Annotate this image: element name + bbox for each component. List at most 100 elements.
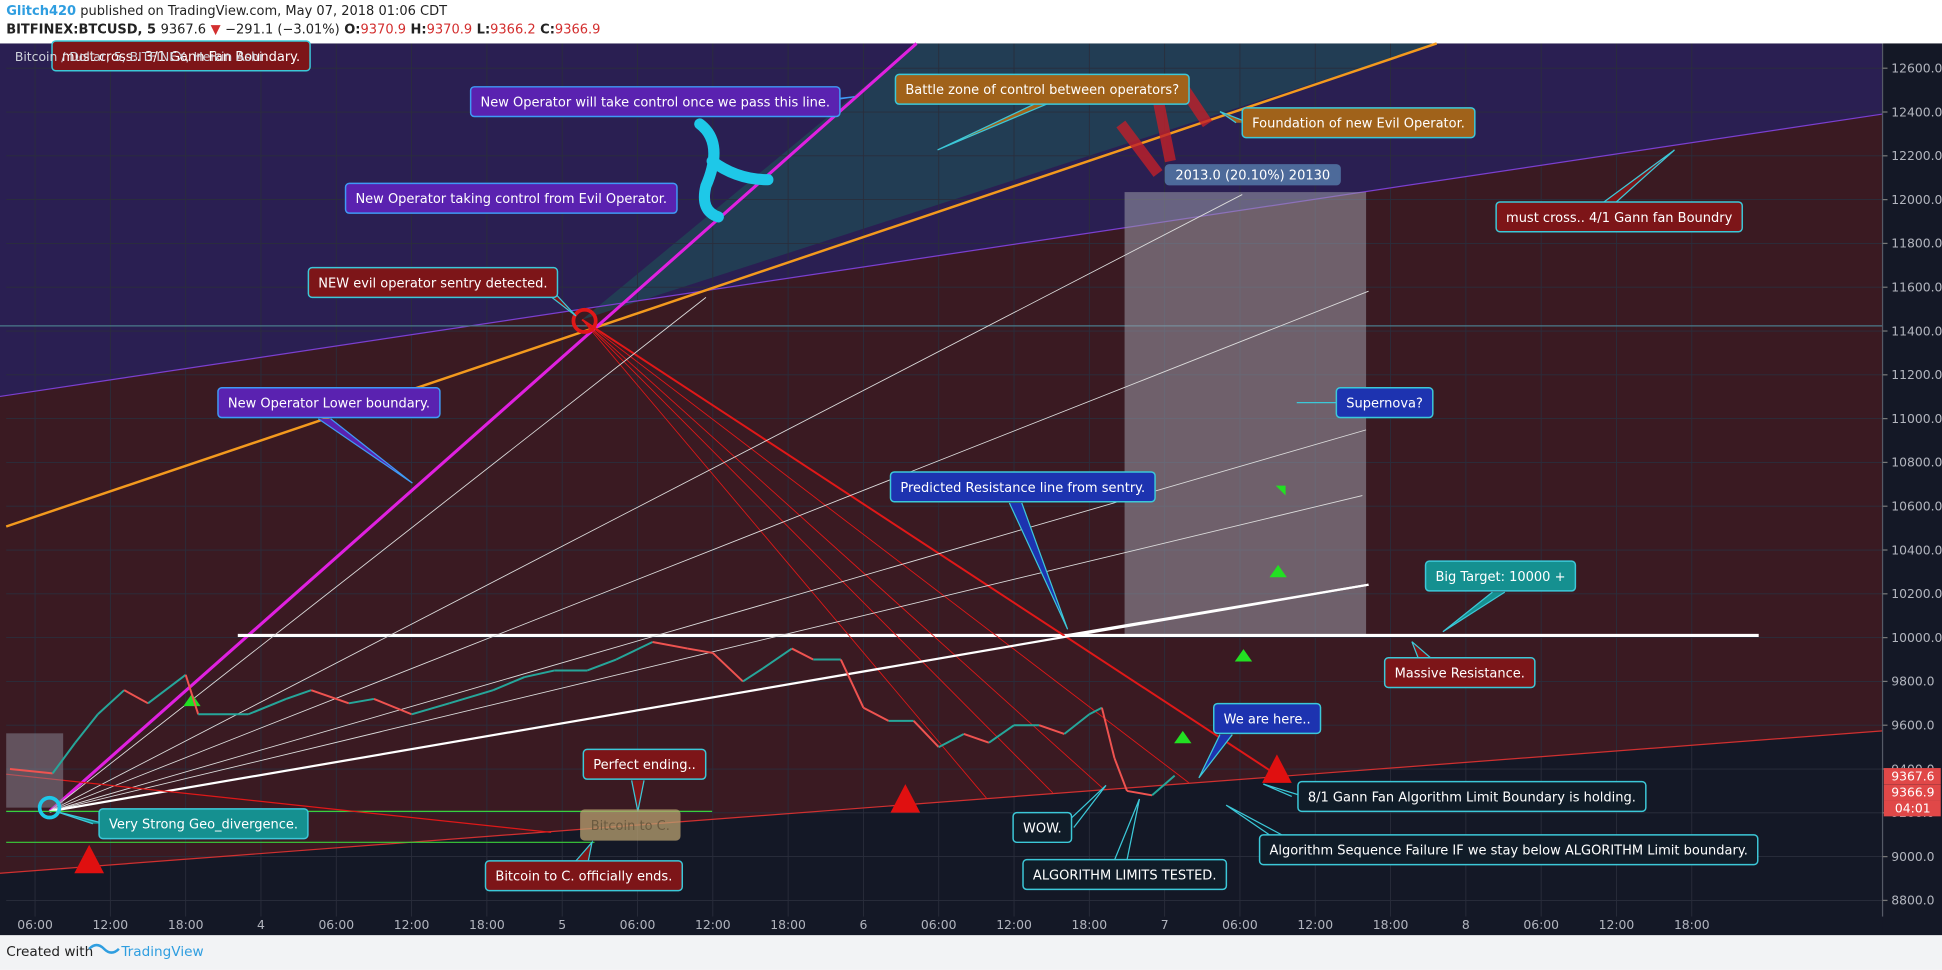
annotation-text: Very Strong Geo_divergence. [109, 818, 298, 833]
sentry-icon [571, 307, 598, 334]
annotation-text: New Operator Lower boundary. [228, 397, 430, 412]
y-tick-label: 12600.0 [1891, 62, 1942, 76]
footer-text: Created with [6, 944, 93, 960]
measure-box [1124, 192, 1367, 636]
annotation-text: WOW. [1023, 821, 1062, 836]
annotation-box [51, 40, 311, 72]
annotation-pointer [317, 418, 413, 484]
red-fan [581, 319, 1190, 800]
price-segment [123, 689, 149, 705]
price-segment [9, 768, 53, 775]
magenta-line [48, 42, 918, 813]
annotation: Big Target: 10000 + [1424, 560, 1577, 633]
annotation: Foundation of new Evil Operator. [1219, 107, 1476, 139]
annotation-box [580, 809, 681, 841]
annotation-text: 8/1 Gann Fan Algorithm Limit Boundary is… [1308, 790, 1636, 805]
annotation: Supernova? [1296, 387, 1434, 419]
price-segment [97, 689, 125, 715]
x-tick-label: 06:00 [318, 918, 354, 932]
annotation-box [307, 266, 559, 299]
price-segment [652, 641, 688, 650]
annotation-pointer [1219, 111, 1249, 124]
annotation-pointer [1198, 734, 1233, 779]
annotation-box [1213, 702, 1322, 735]
y-tick-label: 8800.0 [1891, 894, 1934, 908]
y-tick-label: 9600.0 [1891, 719, 1934, 733]
price-tag [1883, 784, 1941, 801]
header-bar [0, 0, 1942, 44]
annotation-text: Foundation of new Evil Operator. [1252, 117, 1465, 132]
annotation: ALGORITHM LIMITS TESTED. [1022, 798, 1228, 891]
annotation: must cross.. 4/1 Gann fan Boundry [1495, 149, 1743, 233]
annotation-box [889, 471, 1156, 503]
price-segment [1088, 706, 1103, 716]
price-segment [1100, 707, 1116, 759]
annotation-pointer [575, 840, 594, 862]
annotation-text: Bitcoin to C. officially ends. [495, 870, 672, 885]
x-tick-label: 12:00 [93, 918, 129, 932]
price-tag-label: 9366.9 [1891, 786, 1934, 800]
price-segment [712, 652, 744, 683]
open: 9370.9 [361, 23, 407, 38]
price-segment [285, 689, 312, 700]
price-segment [248, 698, 287, 716]
annotation-box [1258, 834, 1759, 866]
author[interactable]: Glitch420 [6, 4, 76, 19]
y-tick-label: 10400.0 [1891, 543, 1942, 557]
annotation-pointer [1263, 783, 1305, 798]
y-tick-label: 11800.0 [1891, 237, 1942, 251]
annotation-text: ALGORITHM LIMITS TESTED. [1033, 868, 1217, 883]
annotation-text: We are here.. [1224, 712, 1311, 727]
x-tick-label: 06:00 [921, 918, 957, 932]
annotation-text: Big Target: 10000 + [1435, 570, 1565, 585]
annotation-text: Battle zone of control between operators… [905, 83, 1179, 98]
high-label: H: [411, 23, 427, 38]
x-tick-label: 4 [257, 918, 265, 932]
close-label: C: [540, 23, 555, 38]
price-segment [912, 720, 940, 748]
x-tick-label: 18:00 [469, 918, 505, 932]
price-segment [492, 676, 525, 692]
last: 9367.6 [161, 23, 207, 38]
price-segment [1038, 724, 1065, 735]
annotation: New Operator taking control from Evil Op… [344, 182, 678, 214]
footer-brand[interactable]: TradingView [120, 944, 203, 960]
price-segment [1126, 789, 1153, 797]
price-tag [1883, 768, 1941, 785]
annotation-box [484, 860, 683, 892]
y-tick-label: 12000.0 [1891, 193, 1942, 207]
price-segment [448, 689, 494, 705]
annotation-box [1241, 107, 1476, 139]
price-segment [524, 669, 555, 679]
drawings [0, 42, 1883, 874]
logo [88, 943, 120, 954]
x-tick-label: 06:00 [1523, 918, 1559, 932]
countdown-tag [1883, 800, 1941, 817]
annotation-box [582, 748, 707, 780]
price-segment [938, 733, 965, 748]
sentry-line [581, 318, 1277, 776]
annotation-text: New Operator will take control once we p… [481, 96, 830, 111]
price-segment [1151, 774, 1176, 797]
x-tick-label: 6 [859, 918, 867, 932]
annotation: Bitcoin to C. officially ends. [484, 840, 683, 892]
header-line: Glitch420 published on TradingView.com, … [6, 4, 447, 19]
annotation-text: Supernova? [1346, 397, 1423, 412]
x-tick-label: 8 [1462, 918, 1470, 932]
price-segment [687, 647, 713, 654]
price-segment [411, 702, 450, 716]
y-tick-label: 9000.0 [1891, 850, 1934, 864]
price-segment [1063, 713, 1090, 735]
price-segment [615, 641, 653, 661]
y-tick-label: 11000.0 [1891, 412, 1942, 426]
symbol: BITFINEX:BTCUSD, 5 [6, 23, 156, 38]
price-segment [373, 698, 412, 716]
x-tick-label: 06:00 [17, 918, 53, 932]
annotation-text: 2013.0 (20.10%) 20130 [1175, 169, 1330, 184]
annotation: 8/1 Gann Fan Algorithm Limit Boundary is… [1263, 780, 1647, 813]
annotation: We are here.. [1198, 702, 1322, 779]
price-segment [74, 713, 99, 744]
price-segment [147, 674, 187, 705]
price-segment [839, 659, 865, 709]
